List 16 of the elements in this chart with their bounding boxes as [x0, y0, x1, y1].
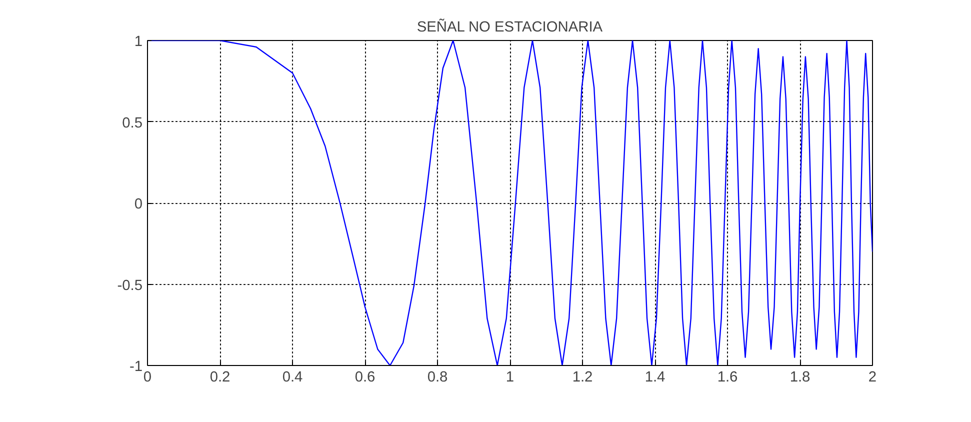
x-tick-label: 2: [868, 370, 877, 386]
y-tick-label: 1: [134, 34, 143, 50]
x-tick-label: 1.8: [790, 370, 810, 386]
y-tick-label: -0.5: [117, 278, 143, 294]
x-tick-label: 0.8: [427, 370, 448, 386]
x-tick-label: 1.6: [717, 370, 738, 386]
x-tick-label: 0.2: [210, 370, 230, 386]
x-tick-label: 0.4: [282, 370, 303, 386]
chart-title: SEÑAL NO ESTACIONARIA: [416, 18, 603, 36]
y-tick-label: 0: [134, 196, 143, 212]
x-tick-label: 1.2: [572, 370, 593, 386]
x-tick-label: 1: [506, 370, 514, 386]
y-tick-label: -1: [129, 359, 143, 375]
x-tick-label: 1.4: [644, 370, 666, 386]
x-tick-label: 0.6: [354, 370, 376, 386]
y-tick-label: 0.5: [122, 115, 142, 132]
